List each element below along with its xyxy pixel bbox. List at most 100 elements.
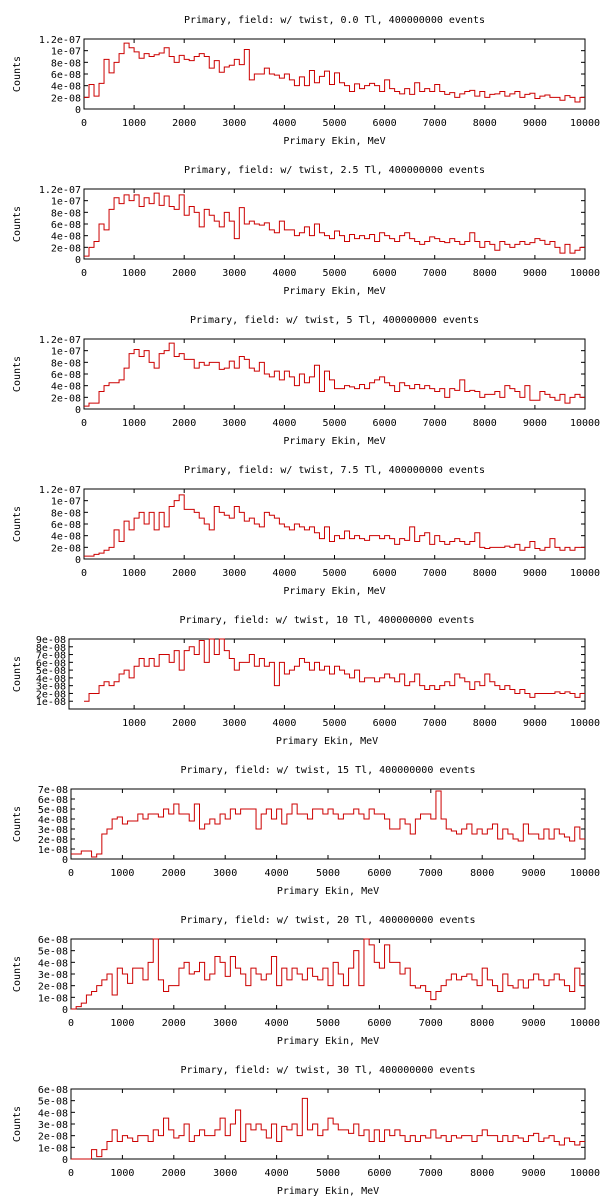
x-tick-label: 1000 [122,418,146,429]
y-tick-label: 1e-07 [51,497,81,508]
x-tick-label: 4000 [272,418,296,429]
x-tick-label: 6000 [367,1018,391,1029]
x-tick-label: 0 [81,568,87,579]
y-tick-label: 2e-08 [38,1132,68,1143]
chart-title: Primary, field: w/ twist, 0.0 Tl, 400000… [184,15,485,26]
x-tick-label: 7000 [423,718,447,729]
y-tick-label: 0 [75,105,81,116]
x-tick-label: 10000 [570,268,600,279]
x-tick-label: 4000 [272,718,296,729]
x-tick-label: 5000 [316,868,340,879]
x-tick-label: 3000 [222,268,246,279]
x-tick-label: 9000 [523,118,547,129]
y-axis-label: Counts [12,506,23,542]
y-tick-label: 2e-08 [51,243,81,254]
y-tick-label: 6e-08 [38,795,68,806]
x-tick-label: 8000 [470,1018,494,1029]
x-tick-label: 4000 [272,118,296,129]
x-axis-label: Primary Ekin, MeV [277,886,379,897]
x-tick-label: 7000 [423,118,447,129]
y-tick-label: 4e-08 [36,674,66,685]
y-tick-label: 0 [75,555,81,566]
y-axis-label: Counts [12,56,23,92]
x-tick-label: 3000 [213,1018,237,1029]
histogram-series-line [84,638,585,702]
x-tick-label: 1000 [122,268,146,279]
y-tick-label: 0 [62,1005,68,1016]
x-tick-label: 2000 [172,418,196,429]
x-tick-label: 9000 [523,418,547,429]
x-tick-label: 4000 [265,868,289,879]
x-tick-label: 2000 [172,718,196,729]
x-tick-label: 10000 [570,718,600,729]
y-axis-label: Counts [12,806,23,842]
x-tick-label: 2000 [162,1018,186,1029]
chart-title: Primary, field: w/ twist, 15 Tl, 4000000… [180,765,475,776]
x-tick-label: 10000 [570,118,600,129]
y-tick-label: 3e-08 [38,970,68,981]
y-tick-label: 0 [75,255,81,266]
chart-panel: Primary, field: w/ twist, 0.0 Tl, 400000… [12,15,600,147]
y-tick-label: 9e-08 [36,635,66,646]
y-tick-label: 8e-08 [51,58,81,69]
plot-frame [83,338,586,410]
y-tick-label: 1e-08 [38,993,68,1004]
x-tick-label: 7000 [423,568,447,579]
x-tick-label: 0 [68,1168,74,1179]
histogram-series-line [71,938,585,1010]
x-tick-label: 5000 [322,118,346,129]
x-tick-label: 10000 [570,1168,600,1179]
x-tick-label: 3000 [222,568,246,579]
y-tick-label: 1.2e-07 [39,35,81,46]
x-tick-label: 3000 [213,868,237,879]
y-tick-label: 1e-08 [38,845,68,856]
y-tick-label: 1.2e-07 [39,485,81,496]
x-axis-label: Primary Ekin, MeV [277,1186,379,1197]
y-tick-label: 0 [62,855,68,866]
x-tick-label: 7000 [423,418,447,429]
x-tick-label: 2000 [172,118,196,129]
histogram-series-line [84,42,585,103]
x-tick-label: 1000 [110,1018,134,1029]
histogram-series-line [84,342,585,407]
y-tick-label: 2e-08 [36,689,66,700]
y-tick-label: 3e-08 [38,825,68,836]
y-tick-label: 5e-08 [36,666,66,677]
y-tick-label: 5e-08 [38,805,68,816]
y-tick-label: 4e-08 [38,958,68,969]
y-tick-label: 6e-08 [36,658,66,669]
y-tick-label: 6e-08 [51,520,81,531]
y-tick-label: 1e-07 [51,47,81,58]
x-tick-label: 10000 [570,868,600,879]
x-tick-label: 9000 [523,268,547,279]
x-tick-label: 6000 [373,568,397,579]
chart-title: Primary, field: w/ twist, 7.5 Tl, 400000… [184,465,485,476]
y-axis-label: Counts [12,356,23,392]
y-tick-label: 4e-08 [38,815,68,826]
y-tick-label: 2e-08 [38,835,68,846]
x-tick-label: 2000 [172,568,196,579]
x-tick-label: 10000 [570,418,600,429]
y-tick-label: 4e-08 [51,82,81,93]
chart-title: Primary, field: w/ twist, 5 Tl, 40000000… [190,315,479,326]
x-tick-label: 6000 [367,1168,391,1179]
x-tick-label: 7000 [419,868,443,879]
x-tick-label: 8000 [473,268,497,279]
x-tick-label: 6000 [373,718,397,729]
x-tick-label: 5000 [316,1168,340,1179]
y-tick-label: 0 [62,1155,68,1166]
y-tick-label: 7e-08 [38,785,68,796]
x-tick-label: 7000 [423,268,447,279]
x-axis-label: Primary Ekin, MeV [277,1036,379,1047]
x-tick-label: 10000 [570,1018,600,1029]
y-tick-label: 6e-08 [51,220,81,231]
chart-panel: Primary, field: w/ twist, 15 Tl, 4000000… [12,765,600,897]
y-tick-label: 6e-08 [51,70,81,81]
x-tick-label: 9000 [523,718,547,729]
x-tick-label: 0 [81,268,87,279]
chart-title: Primary, field: w/ twist, 30 Tl, 4000000… [180,1065,475,1076]
y-tick-label: 1.2e-07 [39,185,81,196]
histogram-series-line [84,192,585,257]
x-tick-label: 0 [68,1018,74,1029]
